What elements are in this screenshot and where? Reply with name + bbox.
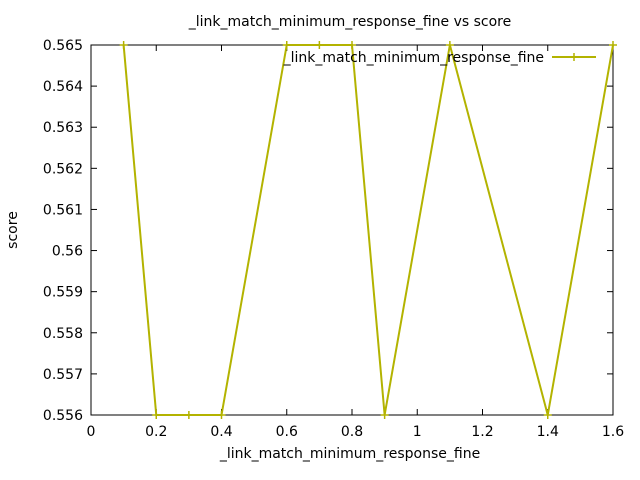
y-tick-label: 0.563 [43, 120, 83, 136]
axes: 0 0.2 0.4 0.6 0.8 1 1.2 1.4 1.6 0.556 0.557 0.558 0.… [43, 38, 624, 440]
x-tick-label: 1 [413, 424, 422, 440]
data-point [119, 41, 128, 49]
y-tick-label: 0.557 [43, 367, 83, 383]
series-line-1 [122, 44, 614, 416]
x-tick-label: 1.6 [602, 424, 624, 440]
y-tick-label: 0.558 [43, 326, 83, 342]
x-axis-label: _link_match_minimum_response_fine [219, 446, 480, 462]
chart-title: _link_match_minimum_response_fine vs sco… [188, 14, 511, 30]
y-tick-label: 0.565 [43, 38, 83, 54]
data-point [184, 411, 193, 419]
data-point [445, 41, 454, 49]
y-tick-label: 0.56 [52, 244, 83, 260]
data-point [315, 41, 324, 49]
y-tick-label: 0.556 [43, 408, 83, 424]
y-tick-label: 0.561 [43, 202, 83, 218]
data-point [348, 41, 356, 49]
x-tick-label: 0.4 [210, 424, 232, 440]
x-tick-label: 0.2 [145, 424, 167, 440]
y-tick-label: 0.564 [43, 79, 83, 95]
series-layer [119, 41, 617, 419]
legend-label-series-1: _link_match_minimum_response_fine [283, 50, 544, 66]
x-tick-label: 0.8 [341, 424, 363, 440]
plot-frame [90, 44, 614, 416]
data-point [152, 411, 161, 419]
x-tick-label: 1.4 [537, 424, 559, 440]
data-point [609, 41, 617, 49]
x-tick-label: 1.2 [471, 424, 493, 440]
x-tick-label: 0 [87, 424, 96, 440]
data-point [217, 411, 226, 419]
y-axis-label: score [5, 211, 21, 249]
data-point [543, 411, 552, 419]
legend: _link_match_minimum_response_fine [283, 50, 596, 66]
y-tick-label: 0.559 [43, 285, 83, 301]
data-point [380, 411, 389, 419]
x-tick-label: 0.6 [276, 424, 298, 440]
y-tick-label: 0.562 [43, 161, 83, 177]
data-point [282, 41, 291, 49]
